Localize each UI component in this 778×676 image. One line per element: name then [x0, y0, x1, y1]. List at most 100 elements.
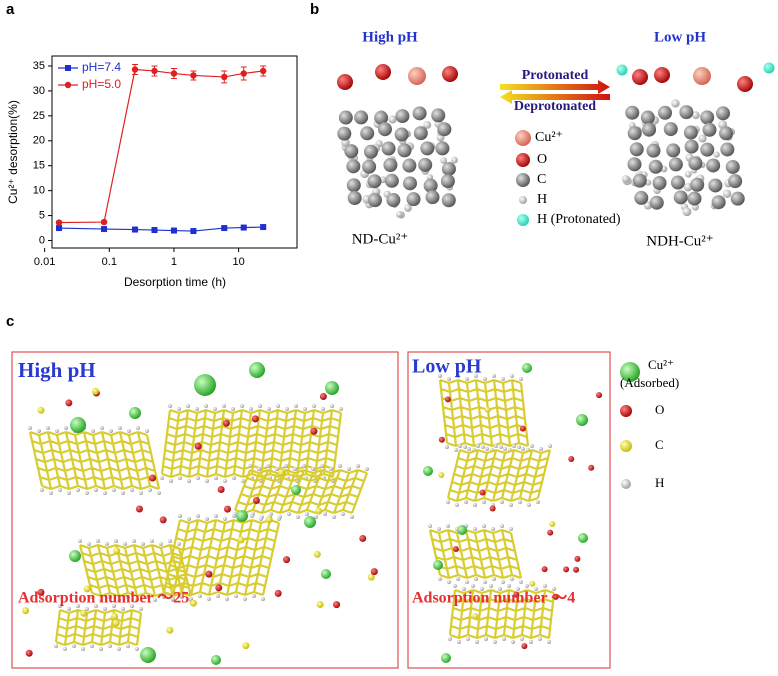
atom [596, 392, 603, 399]
atom [716, 106, 731, 121]
lattice [78, 543, 193, 598]
atom [418, 157, 433, 172]
atom [63, 647, 67, 651]
atom [527, 503, 531, 507]
atom [503, 447, 507, 451]
atom [168, 404, 172, 408]
atom [428, 524, 432, 528]
atom [49, 491, 53, 495]
atom [455, 503, 459, 507]
atom [139, 607, 143, 611]
atom [543, 584, 547, 588]
legend-marker [65, 65, 71, 71]
atom [465, 377, 469, 381]
atom [397, 143, 412, 158]
atom [223, 479, 227, 483]
atom [509, 503, 513, 507]
atom [196, 514, 200, 518]
atom [534, 587, 538, 591]
atom [539, 447, 543, 451]
atom [634, 190, 649, 205]
atom [446, 500, 450, 504]
atom [519, 377, 523, 381]
atom [346, 159, 361, 174]
atom [474, 374, 478, 378]
atom [525, 584, 529, 588]
atom [484, 637, 488, 641]
atom [642, 122, 657, 137]
atom [682, 207, 692, 217]
atom [383, 158, 398, 173]
atom [166, 626, 174, 634]
atom [316, 601, 324, 609]
arrow-forward [500, 80, 610, 94]
y-tick-label: 0 [39, 234, 45, 246]
atom [447, 580, 451, 584]
legend-text: H (Protonated) [537, 212, 621, 227]
atom [521, 447, 525, 451]
atom [310, 427, 318, 435]
atom [121, 491, 125, 495]
atom [711, 195, 726, 210]
atom [563, 566, 570, 573]
atom [214, 476, 218, 480]
atom [518, 500, 522, 504]
atom [374, 110, 389, 125]
legend-text: O [537, 152, 547, 167]
lattice [438, 378, 530, 448]
atom [462, 587, 466, 591]
sim-note: Adsorption number ～25 [18, 590, 189, 607]
atom [706, 158, 721, 173]
atom [454, 448, 458, 452]
atom [671, 99, 680, 108]
legend-text: pH=7.4 [82, 60, 121, 74]
atom [536, 500, 540, 504]
atom [339, 407, 343, 411]
lattice [162, 518, 281, 597]
atom [160, 476, 164, 480]
atom [205, 479, 209, 483]
x-tick-label: 1 [171, 256, 177, 268]
atom [277, 517, 281, 521]
atom [476, 444, 480, 448]
atom [438, 577, 442, 581]
atom [485, 447, 489, 451]
atom [207, 597, 211, 601]
atom [367, 193, 382, 208]
atom [574, 555, 581, 562]
atom [510, 577, 514, 581]
atom [493, 640, 497, 644]
atom [489, 584, 493, 588]
atom [294, 404, 298, 408]
atom [548, 444, 552, 448]
atom [467, 447, 471, 451]
atom [519, 425, 526, 432]
series-line [59, 226, 264, 232]
legend-text: O [655, 402, 664, 417]
atom [438, 472, 445, 479]
atom [578, 533, 588, 543]
atom [304, 516, 316, 528]
atom [135, 505, 143, 513]
atom [232, 514, 236, 518]
atom [440, 174, 455, 189]
atom [693, 67, 711, 85]
atom [37, 429, 41, 433]
molecule-label: NDH-Cu²⁺ [646, 233, 713, 249]
lattice [28, 430, 161, 491]
atom [666, 143, 681, 158]
atom [81, 647, 85, 651]
atom [22, 607, 30, 615]
atom [177, 542, 181, 546]
atom [135, 647, 139, 651]
atom [267, 407, 271, 411]
lattice [448, 588, 556, 640]
atom [513, 591, 520, 598]
atom [205, 517, 209, 521]
atom [249, 362, 265, 378]
atom [684, 170, 692, 178]
atom [222, 404, 226, 408]
atom [159, 516, 167, 524]
atom [96, 539, 100, 543]
atom [302, 464, 306, 468]
